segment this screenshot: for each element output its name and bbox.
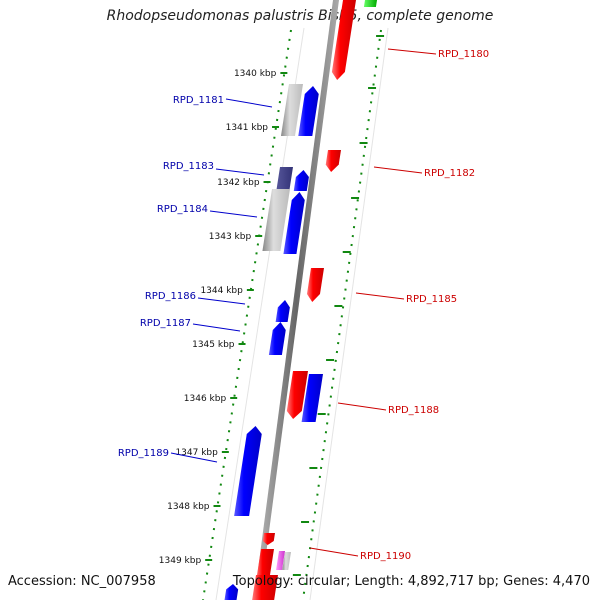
forward-leader-line [225, 98, 273, 108]
reverse-gene[interactable] [252, 575, 278, 600]
forward-gene-label[interactable]: RPD_1189 [118, 448, 169, 459]
pseudo-gene[interactable] [262, 189, 290, 251]
scale-label: 1342 kbp [217, 178, 260, 188]
reverse-leader-line [387, 48, 437, 55]
reverse-gene[interactable] [325, 150, 341, 172]
reverse-gene[interactable] [331, 0, 356, 80]
reverse-gene[interactable] [262, 533, 275, 545]
reverse-gene-label[interactable]: RPD_1188 [388, 405, 439, 416]
forward-leader-line [215, 168, 265, 176]
forward-leader-line [197, 297, 246, 305]
forward-gene-label[interactable]: RPD_1187 [140, 318, 191, 329]
forward-gene[interactable] [298, 86, 319, 136]
forward-leader-line [192, 323, 241, 332]
forward-gene-label[interactable]: RPD_1181 [173, 95, 224, 106]
reverse-gene-label[interactable]: RPD_1182 [424, 168, 475, 179]
band-edge-right [309, 27, 389, 600]
inner-dotted-guide [202, 29, 292, 600]
scale-label: 1346 kbp [184, 394, 227, 404]
reverse-gene[interactable] [286, 371, 308, 419]
pseudo-gene[interactable] [280, 84, 303, 136]
scale-label: 1345 kbp [192, 340, 235, 350]
reverse-gene-label[interactable]: RPD_1190 [360, 551, 411, 562]
forward-gene[interactable] [268, 322, 286, 355]
scale-label: 1340 kbp [234, 69, 277, 79]
forward-gene-label[interactable]: RPD_1186 [145, 291, 196, 302]
topology-text: Topology: circular; Length: 4,892,717 bp… [232, 574, 590, 589]
rna-gene[interactable] [363, 0, 377, 7]
reverse-gene-label[interactable]: RPD_1180 [438, 49, 489, 60]
pseudo-gene[interactable] [282, 552, 291, 570]
reverse-gene[interactable] [306, 268, 324, 302]
forward-gene[interactable] [234, 426, 262, 516]
reverse-gene-label[interactable]: RPD_1185 [406, 294, 457, 305]
forward-gene[interactable] [224, 584, 239, 600]
reverse-gene[interactable] [256, 549, 274, 580]
dark-gene[interactable] [276, 167, 293, 189]
forward-leader-line [170, 452, 218, 463]
scale-label: 1344 kbp [200, 286, 243, 296]
reverse-leader-line [355, 292, 405, 300]
forward-gene[interactable] [283, 192, 305, 254]
misc-gene[interactable] [276, 551, 285, 570]
forward-gene-label[interactable]: RPD_1184 [157, 204, 208, 215]
forward-gene[interactable] [301, 374, 323, 422]
accession-text: Accession: NC_007958 [8, 574, 156, 589]
forward-gene[interactable] [275, 300, 290, 322]
scale-label: 1341 kbp [226, 123, 269, 133]
reverse-leader-line [309, 547, 359, 557]
scale-label: 1347 kbp [175, 448, 218, 458]
forward-gene[interactable] [293, 170, 309, 191]
map-title: Rhodopseudomonas palustris BisB5, comple… [106, 8, 494, 24]
forward-leader-line [209, 210, 258, 218]
reverse-leader-line [373, 166, 423, 174]
forward-gene-label[interactable]: RPD_1183 [163, 161, 214, 172]
scale-label: 1343 kbp [209, 232, 252, 242]
scale-label: 1348 kbp [167, 502, 210, 512]
scale-label: 1349 kbp [159, 556, 202, 566]
reverse-leader-line [337, 402, 387, 411]
genome-backbone [254, 0, 339, 600]
